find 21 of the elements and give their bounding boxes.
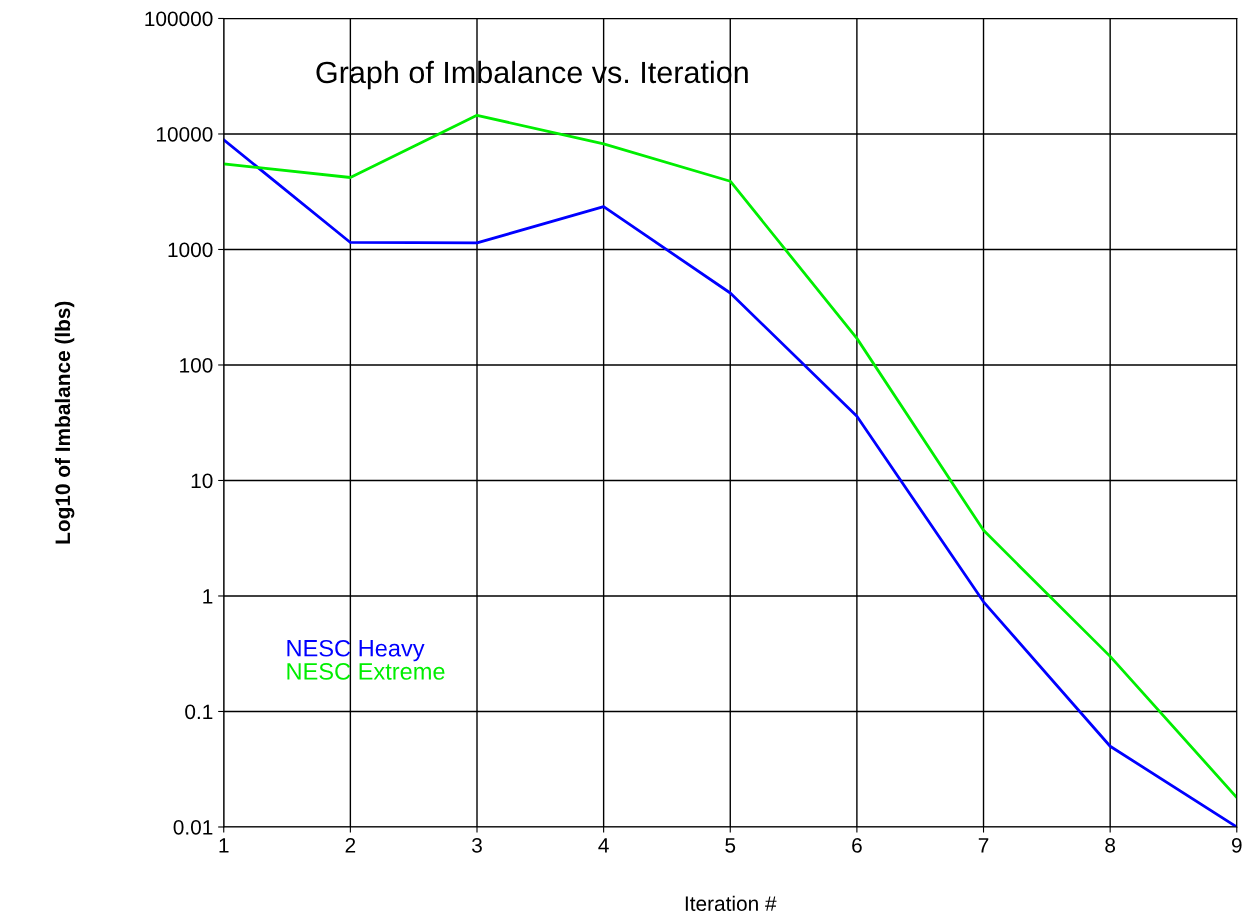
y-tick-label: 100 xyxy=(180,357,213,373)
y-tick-label: 1000 xyxy=(168,242,213,258)
text: NESC Extreme xyxy=(287,663,445,680)
y-tick-label: 10 xyxy=(191,473,213,489)
y-axis-title: Log10 of Imbalance (lbs) xyxy=(54,301,75,544)
x-axis-title: Iteration # xyxy=(685,895,777,912)
x-tick-label: 3 xyxy=(472,837,482,853)
y-tick-label: 100000 xyxy=(145,11,213,27)
x-tick-label: 4 xyxy=(598,838,609,853)
x-tick-label: 1 xyxy=(219,838,229,853)
text: NESC Heavy xyxy=(287,639,425,662)
y-tick-label: 0.1 xyxy=(185,704,213,720)
x-tick-label: 5 xyxy=(725,838,736,853)
x-tick-label: 9 xyxy=(1231,837,1242,853)
x-tick-label: 6 xyxy=(852,837,862,853)
y-tick-label: 0.01 xyxy=(173,819,213,835)
x-tick-label: 7 xyxy=(978,838,989,853)
y-tick-label: 1 xyxy=(203,589,213,604)
x-tick-label: 8 xyxy=(1105,837,1116,853)
y-tick-label: 10000 xyxy=(156,126,213,142)
x-tick-label: 2 xyxy=(345,837,356,853)
